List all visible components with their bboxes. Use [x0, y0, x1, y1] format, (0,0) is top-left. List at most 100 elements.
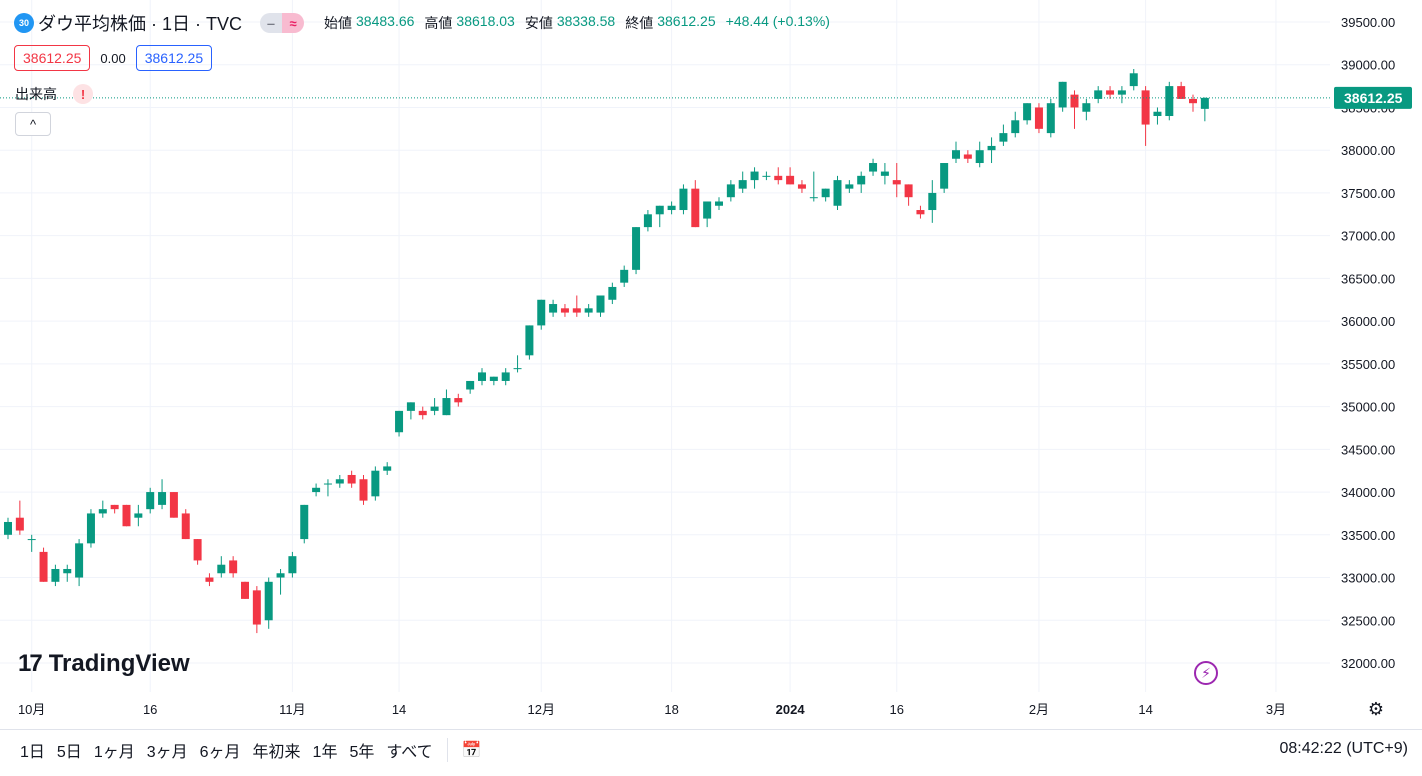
candle-body [205, 577, 214, 582]
candle-body [537, 299, 546, 326]
candles [4, 69, 1209, 634]
close-label: 終値 [625, 15, 654, 31]
candle-body [86, 513, 95, 544]
range-ytd[interactable]: 年初来 [252, 744, 301, 761]
candle-body [241, 581, 249, 599]
candle-body [620, 269, 629, 283]
close-value: 38612.25 [657, 13, 716, 29]
symbol-badge-icon[interactable]: 30 [14, 13, 34, 33]
candle-body [572, 308, 581, 313]
tradingview-logo[interactable]: 17 TradingView [18, 650, 190, 678]
candle-body [809, 197, 818, 199]
candle-body [418, 410, 427, 416]
candlestick-chart[interactable]: 32000.00 32500.00 33000.00 33500.00 34000.00… [0, 0, 1422, 729]
x-tick-label: 2024 [776, 702, 806, 717]
range-1m[interactable]: 1ヶ月 [93, 744, 135, 761]
candle-body [406, 402, 415, 411]
candle-body [110, 504, 119, 510]
high-label: 高値 [424, 15, 453, 31]
calendar-icon[interactable]: 📅 [461, 742, 482, 759]
candle-body [217, 564, 226, 574]
candle-body [715, 201, 723, 206]
x-tick-label: 11月 [279, 702, 306, 717]
wave-mode-icon[interactable]: ≈ [282, 13, 305, 33]
volume-label: 出来高 [15, 86, 57, 102]
collapse-legend-button[interactable]: ^ [15, 112, 51, 136]
candle-body [75, 543, 84, 578]
candle-body [1141, 90, 1150, 125]
candle-body [869, 163, 878, 172]
candle-body [904, 184, 913, 198]
candle-body [525, 325, 534, 356]
candle-body [1129, 73, 1138, 87]
candle-body [987, 145, 996, 151]
y-tick-label: 39000.00 [1341, 58, 1395, 73]
candle-body [1106, 90, 1115, 95]
range-5y[interactable]: 5年 [349, 744, 375, 761]
candle-body [1058, 81, 1067, 108]
candle-body [15, 517, 24, 531]
range-6m[interactable]: 6ヶ月 [199, 744, 241, 761]
candle-body [975, 150, 984, 164]
range-1d[interactable]: 1日 [20, 744, 45, 761]
candle-body [738, 180, 747, 189]
symbol-title[interactable]: ダウ平均株価 · 1日 · TVC [38, 14, 243, 34]
range-all[interactable]: すべて [386, 744, 433, 761]
range-1y[interactable]: 1年 [312, 744, 338, 761]
clock-timezone[interactable]: 08:42:22 (UTC+9) [1279, 740, 1408, 757]
high-value: 38618.03 [456, 13, 515, 29]
candle-body [726, 184, 735, 198]
candle-body [98, 509, 107, 514]
candle-body [762, 175, 771, 177]
candle-body [845, 184, 854, 189]
open-label: 始値 [324, 15, 353, 31]
candle-body [691, 188, 700, 228]
candle-body [1189, 98, 1197, 104]
candle-body [797, 184, 806, 189]
candle-body [1177, 86, 1186, 99]
buy-price-button[interactable]: 38612.25 [135, 45, 213, 71]
sell-price-button[interactable]: 38612.25 [14, 45, 91, 71]
candle-body [928, 192, 937, 211]
warning-icon[interactable]: ! [73, 84, 93, 104]
candle-body [1117, 90, 1126, 95]
logo-text: TradingView [48, 650, 190, 677]
candle-body [169, 492, 178, 518]
x-tick-label: 18 [664, 702, 678, 717]
candle-body [940, 163, 949, 189]
y-tick-label: 37000.00 [1341, 229, 1395, 244]
candle-body [1011, 120, 1020, 134]
y-tick-label: 39500.00 [1341, 15, 1395, 30]
candle-body [1034, 107, 1043, 129]
spread-value: 0.00 [100, 50, 126, 66]
bottom-toolbar: 1日 5日 1ヶ月 3ヶ月 6ヶ月 年初来 1年 5年 すべて 📅 08:42:… [0, 729, 1422, 776]
candle-body [359, 479, 368, 501]
range-3m[interactable]: 3ヶ月 [146, 744, 188, 761]
volume-indicator-row[interactable]: 出来高 ! [15, 84, 93, 104]
gear-icon[interactable]: ⚙ [1367, 698, 1385, 719]
x-tick-label: 14 [392, 702, 406, 717]
open-value: 38483.66 [356, 13, 415, 29]
y-tick-label: 37500.00 [1341, 186, 1395, 201]
range-5d[interactable]: 5日 [56, 744, 82, 761]
x-tick-label: 2月 [1029, 702, 1049, 717]
y-tick-label: 35500.00 [1341, 357, 1395, 372]
candle-body [596, 295, 605, 313]
candle-body [1046, 103, 1055, 134]
candle-body [489, 376, 498, 381]
x-tick-label: 14 [1138, 702, 1152, 717]
candle-body [1200, 97, 1209, 109]
mode-toggle[interactable]: ‒ ≈ [260, 13, 305, 33]
price-axis[interactable]: 32000.00 32500.00 33000.00 33500.00 34000.00… [1341, 15, 1395, 671]
candle-body [667, 205, 676, 211]
candle-body [454, 398, 463, 403]
candle-body [584, 308, 593, 313]
candle-body [1165, 86, 1174, 117]
range-selector: 1日 5日 1ヶ月 3ヶ月 6ヶ月 年初来 1年 5年 すべて 📅 [14, 738, 488, 762]
candle-body [323, 483, 332, 485]
flash-icon[interactable]: ⚡ [1194, 661, 1218, 685]
time-axis[interactable]: 10月 16 11月 14 12月 18 2024 16 2月 14 3月 [18, 702, 1286, 717]
line-mode-icon[interactable]: ‒ [260, 13, 283, 33]
x-tick-label: 16 [890, 702, 904, 717]
chart-legend: 30 ダウ平均株価 · 1日 · TVC ‒ ≈ 始値 38483.66 高値 38… [14, 10, 830, 36]
